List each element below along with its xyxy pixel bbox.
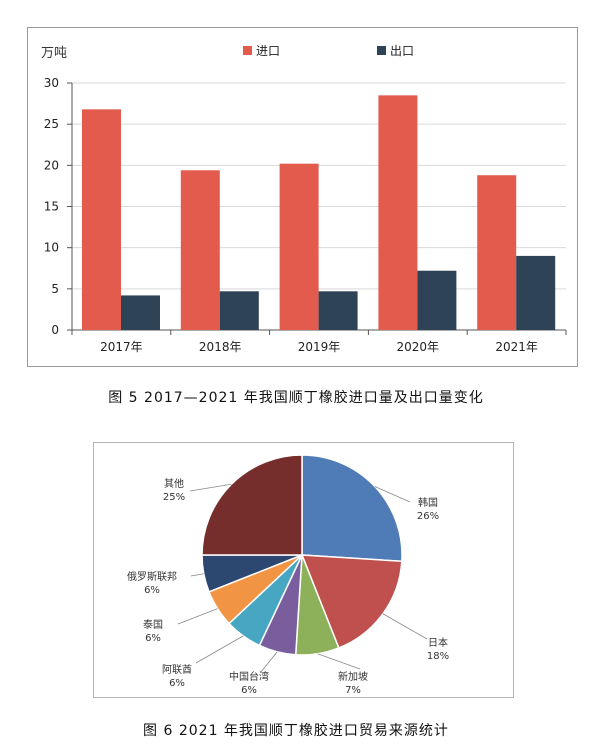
y-tick-label: 15 (44, 200, 59, 214)
leader-line (190, 573, 204, 577)
x-tick-label: 2017年 (100, 340, 143, 354)
legend-swatch (377, 46, 386, 55)
export-bar (516, 255, 556, 330)
import-bar (180, 170, 220, 330)
slice-label: 韩国 (418, 496, 438, 509)
y-tick-label: 25 (44, 117, 59, 131)
y-axis-unit-label: 万吨 (41, 46, 67, 61)
bar-chart-panel: 0 5 10 15 20 25 30 2017年 2018年 2019年 2020年 2021年 万吨 进… (27, 27, 578, 367)
slice-label: 新加坡 (338, 670, 368, 683)
leader-line (374, 486, 411, 503)
export-bar (318, 291, 358, 330)
slice-label: 日本 (428, 636, 448, 649)
bar-chart: 0 5 10 15 20 25 30 2017年 2018年 2019年 2020年 2021年 万吨 进… (41, 44, 567, 354)
legend-label: 出口 (390, 44, 414, 58)
figure-5-caption: 图 5 2017—2021 年我国顺丁橡胶进口量及出口量变化 (108, 390, 484, 406)
x-tick-label: 2018年 (199, 340, 242, 354)
legend-swatch (243, 46, 252, 55)
x-tick-label: 2021年 (495, 340, 538, 354)
leader-line (260, 651, 278, 673)
leader-line (317, 653, 361, 670)
import-bar (378, 95, 418, 330)
slice-percent: 18% (427, 651, 449, 662)
slice-percent: 6% (144, 585, 160, 596)
slice-label: 俄罗斯联邦 (127, 570, 177, 583)
leader-line (382, 613, 428, 640)
slice-percent: 25% (163, 492, 185, 503)
import-bar (279, 163, 319, 330)
pie-slice (201, 454, 303, 556)
slice-percent: 26% (417, 511, 439, 522)
slice-label: 其他 (164, 477, 184, 490)
slice-label: 泰国 (143, 618, 163, 631)
leader-line (189, 483, 232, 492)
slice-percent: 7% (345, 685, 361, 696)
y-tick-label: 20 (44, 158, 59, 172)
pie-chart: 韩国 26% 日本 18% 新加坡 7% 中国台湾 6% 阿联酋 6% 泰国 6% 俄罗斯联邦 6% 其他 2… (127, 454, 449, 696)
import-bar (82, 109, 121, 330)
pie-slice (301, 454, 403, 563)
y-tick-label: 0 (51, 323, 59, 337)
slice-percent: 6% (145, 633, 161, 644)
export-bar (121, 295, 160, 330)
export-bar (417, 270, 457, 330)
x-tick-label: 2020年 (397, 340, 440, 354)
slice-percent: 6% (241, 685, 257, 696)
slice-percent: 6% (169, 678, 185, 689)
y-tick-label: 30 (44, 76, 59, 90)
pie-chart-panel: 韩国 26% 日本 18% 新加坡 7% 中国台湾 6% 阿联酋 6% 泰国 6% 俄罗斯联邦 6% 其他 2… (93, 442, 514, 698)
import-bar (477, 175, 517, 330)
slice-label: 阿联酋 (162, 663, 192, 676)
slice-label: 中国台湾 (229, 670, 269, 683)
leader-line (195, 635, 244, 664)
x-tick-label: 2019年 (298, 340, 341, 354)
y-tick-label: 10 (44, 241, 59, 255)
figure-6-caption: 图 6 2021 年我国顺丁橡胶进口贸易来源统计 (143, 723, 449, 739)
leader-line (177, 608, 218, 625)
y-tick-label: 5 (51, 282, 59, 296)
export-bar (219, 291, 259, 330)
legend-label: 进口 (256, 44, 280, 58)
